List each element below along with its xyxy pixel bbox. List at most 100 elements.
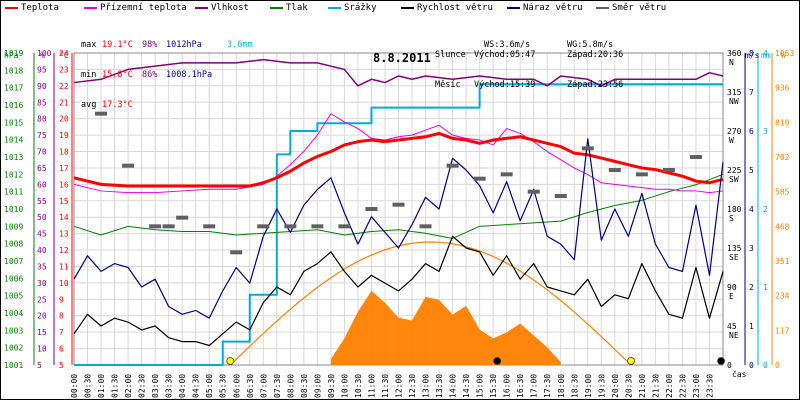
tick-label-c: 11	[59, 262, 69, 271]
stats-set: Západ:20:36 Západ:23:56	[567, 30, 623, 110]
stat-min-press: 1008.1hPa	[166, 70, 213, 80]
tick-label-c: 13	[59, 230, 69, 239]
unit-deg: °	[728, 51, 733, 60]
series-line-tlak	[73, 173, 724, 239]
tick-label-w: 468	[775, 222, 790, 231]
x-tick-label: 03:30	[165, 374, 174, 398]
tick-label-hpa: 1009	[4, 222, 23, 231]
unit-percent: %	[40, 51, 45, 60]
marker-sunrise	[226, 357, 235, 365]
stat-max-rain: 3.6mm	[227, 40, 253, 50]
stat-min-hum: 86%	[142, 70, 158, 80]
tick-label-w: 234	[775, 292, 790, 301]
tick-label-c: 21	[59, 98, 69, 107]
legend-swatch	[507, 7, 520, 9]
tick-label-hpa: 1017	[4, 84, 23, 93]
x-tick-label: 04:00	[178, 374, 187, 398]
tick-label-pct: 25	[37, 295, 47, 304]
tick-label-ms: 6	[749, 127, 754, 136]
tick-label-ms: 2	[749, 283, 754, 292]
tick-label-mm: 2	[763, 205, 768, 214]
tick-label-c: 7	[59, 328, 64, 337]
tick-label-deg: 270	[727, 127, 742, 136]
legend-item-smer: Směr větru	[596, 3, 666, 13]
wind-dir-point	[257, 224, 270, 229]
wind-dir-point	[338, 224, 351, 229]
legend-swatch	[270, 7, 283, 9]
tick-label-hpa: 1006	[4, 274, 23, 283]
x-tick-label: 14:00	[449, 374, 458, 398]
x-tick-label: 15:30	[489, 374, 498, 398]
x-tick-label: 11:00	[367, 374, 376, 398]
tick-label-deg: 360	[727, 49, 742, 58]
tick-label-pct: 90	[37, 82, 47, 91]
x-tick-label: 22:00	[665, 374, 674, 398]
tick-label-pct: 85	[37, 98, 47, 107]
x-tick-label: 00:00	[70, 374, 79, 398]
tick-label-pct: 95	[37, 65, 47, 74]
tick-label-pct: 5	[37, 361, 42, 370]
series-line-vlhkost	[73, 58, 724, 87]
x-tick-label: 06:30	[246, 374, 255, 398]
wind-dir-point	[311, 224, 324, 229]
tick-label-c: 24	[59, 49, 69, 58]
tick-label-c: 23	[59, 65, 69, 74]
series-line-srky	[74, 83, 723, 366]
legend-swatch	[84, 7, 97, 9]
x-tick-label: 02:00	[124, 374, 133, 398]
x-tick-label: 09:00	[313, 374, 322, 398]
x-tick-label: 02:30	[138, 374, 147, 398]
tick-label-w: 936	[775, 84, 790, 93]
x-tick-label: 22:30	[678, 374, 687, 398]
tick-label-hpa: 1002	[4, 344, 23, 353]
tick-label-pct: 50	[37, 213, 47, 222]
x-tick-label: 19:30	[597, 374, 606, 398]
x-tick-label: 11:30	[381, 374, 390, 398]
x-tick-label: 01:00	[97, 374, 106, 398]
tick-label-pct: 30	[37, 279, 47, 288]
tick-label-ms: 7	[749, 88, 754, 97]
x-tick-label: 05:30	[219, 374, 228, 398]
tick-label-deg: 180	[727, 205, 742, 214]
x-tick-label: 01:30	[111, 374, 120, 398]
stats-humidity: 98% 86%	[142, 20, 162, 100]
tick-label-hpa: 1015	[4, 118, 23, 127]
x-tick-label: 05:00	[205, 374, 214, 398]
tick-label-deg: 315	[727, 88, 742, 97]
tick-label-deg: 90	[727, 283, 737, 292]
legend-item-tlak: Tlak	[270, 3, 308, 13]
x-tick-label: 10:00	[340, 374, 349, 398]
stat-max-label: max	[81, 40, 97, 50]
tick-label-dir: W	[729, 136, 734, 145]
tick-label-deg: 135	[727, 244, 742, 253]
tick-label-c: 16	[59, 180, 69, 189]
moon-rise: Východ:15:39	[474, 80, 536, 90]
legend-item-prizemni: Přízemní teplota	[84, 3, 187, 13]
x-tick-label: 07:30	[273, 374, 282, 398]
axes: 1001100210031004100510061007100810091010…	[4, 49, 794, 398]
stats-labels: max min avg	[81, 20, 101, 130]
x-tick-label: 08:00	[286, 374, 295, 398]
stat-wg: WG:5.8m/s	[567, 40, 614, 50]
tick-label-hpa: 1013	[4, 153, 23, 162]
tick-label-c: 18	[59, 148, 69, 157]
x-tick-label: 21:00	[638, 374, 647, 398]
legend-label: Náraz větru	[523, 3, 583, 13]
moon-label: Měsíc	[435, 80, 461, 90]
tick-label-hpa: 1014	[4, 136, 23, 145]
tick-label-dir: N	[729, 58, 734, 67]
tick-label-hpa: 1001	[4, 361, 23, 370]
x-tick-label: 21:30	[651, 374, 660, 398]
tick-label-hpa: 1011	[4, 188, 23, 197]
tick-label-hpa: 1004	[4, 309, 23, 318]
tick-label-ms: 8	[749, 49, 754, 58]
tick-label-mm: 4	[763, 49, 768, 58]
stat-max-temp: 19.1°C	[102, 40, 133, 50]
tick-label-c: 15	[59, 197, 69, 206]
wind-dir-point	[662, 168, 675, 172]
tick-label-c: 19	[59, 131, 69, 140]
x-tick-label: 07:00	[259, 374, 268, 398]
stat-avg-label: avg	[81, 100, 97, 110]
tick-label-w: 819	[775, 118, 790, 127]
